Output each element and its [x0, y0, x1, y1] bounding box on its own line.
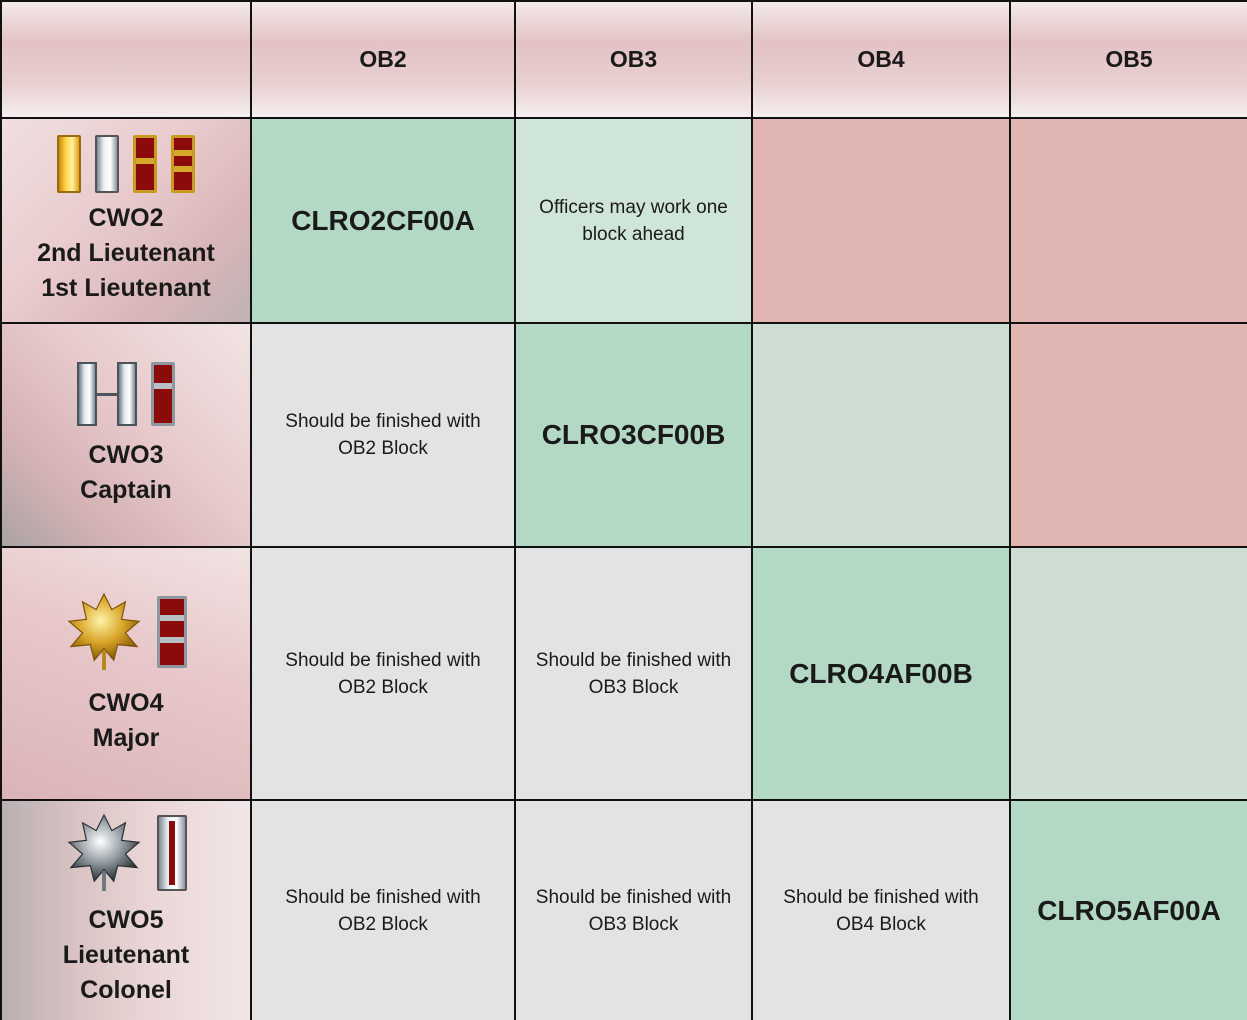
note-cell: Should be finished with OB2 Block [252, 548, 516, 801]
cwo2-maroon-gold-bar-icon [133, 135, 157, 193]
note-cell: Should be finished with OB2 Block [252, 801, 516, 1020]
note-cell: Should be finished with OB3 Block [516, 801, 753, 1020]
course-code-cell: CLRO3CF00B [516, 324, 753, 548]
insignia-group [77, 362, 175, 426]
empty-cell [753, 324, 1011, 548]
course-code-cell: CLRO4AF00B [753, 548, 1011, 801]
course-code-cell: CLRO2CF00A [252, 119, 516, 324]
column-header-ob4: OB4 [753, 2, 1011, 119]
table-corner [2, 2, 252, 119]
rank-label: CWO5 [88, 906, 164, 934]
empty-cell [753, 119, 1011, 324]
column-header-ob5: OB5 [1011, 2, 1247, 119]
empty-cell [1011, 548, 1247, 801]
warrant-officer-1-gold-bar-icon [57, 135, 81, 193]
cwo5-silver-bar-red-stripe-icon [157, 815, 187, 891]
empty-cell [1011, 119, 1247, 324]
rank-label: CWO3 [88, 441, 164, 469]
gold-oak-leaf-icon [67, 592, 141, 670]
silver-bar-icon [95, 135, 119, 193]
rank-cell-cwo5: CWO5 Lieutenant Colonel [2, 801, 252, 1020]
rank-cell-cwo2: CWO2 2nd Lieutenant 1st Lieutenant [2, 119, 252, 324]
rank-label: Major [92, 723, 160, 752]
rank-label: CWO4 [88, 688, 164, 717]
rank-label: 1st Lieutenant [41, 274, 211, 302]
note-cell: Should be finished with OB4 Block [753, 801, 1011, 1020]
rank-label: Lieutenant [62, 941, 190, 969]
empty-cell [1011, 324, 1247, 548]
insignia-group [57, 135, 195, 193]
note-cell: Officers may work one block ahead [516, 119, 753, 324]
column-header-ob3: OB3 [516, 2, 753, 119]
insignia-group [65, 813, 187, 893]
rank-label: Captain [80, 476, 172, 504]
rank-cell-cwo4: CWO4 Major [2, 548, 252, 801]
cwo3-maroon-gold-bar-icon [171, 135, 195, 193]
cwo4-maroon-silver-bar-icon [151, 362, 175, 426]
silver-oak-leaf-icon [67, 813, 141, 892]
column-header-ob2: OB2 [252, 2, 516, 119]
rank-label: 2nd Lieutenant [37, 239, 215, 267]
note-cell: Should be finished with OB2 Block [252, 324, 516, 548]
rank-cell-cwo3: CWO3 Captain [2, 324, 252, 548]
insignia-group [65, 592, 187, 672]
note-cell: Should be finished with OB3 Block [516, 548, 753, 801]
rank-label: CWO2 [88, 204, 164, 232]
course-code-cell: CLRO5AF00A [1011, 801, 1247, 1020]
cwo4-maroon-silver-bar-icon [157, 595, 187, 668]
captain-double-silver-bar-icon [77, 362, 137, 426]
rank-label: Colonel [80, 976, 172, 1004]
